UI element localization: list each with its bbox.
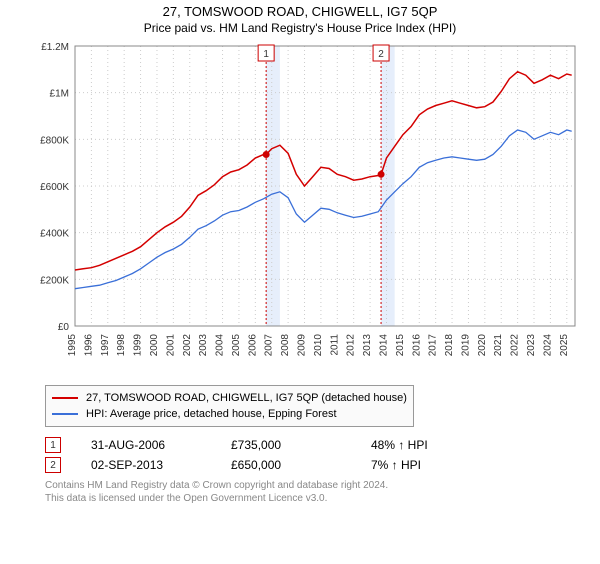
marker-change: 48% ↑ HPI (371, 438, 481, 452)
chart-subtitle: Price paid vs. HM Land Registry's House … (0, 21, 600, 35)
svg-text:2009: 2009 (297, 334, 308, 357)
marker-table: 1 31-AUG-2006 £735,000 48% ↑ HPI 2 02-SEP-201… (0, 437, 600, 473)
svg-text:2007: 2007 (264, 334, 275, 357)
svg-text:2006: 2006 (247, 334, 258, 357)
svg-text:2002: 2002 (182, 334, 193, 357)
legend-swatch (52, 413, 78, 415)
svg-text:£1M: £1M (50, 89, 69, 100)
marker-price: £650,000 (231, 458, 341, 472)
svg-text:2016: 2016 (411, 334, 422, 357)
svg-text:2023: 2023 (526, 334, 537, 357)
svg-text:2012: 2012 (346, 334, 357, 357)
svg-text:1999: 1999 (133, 334, 144, 357)
svg-text:2015: 2015 (395, 334, 406, 357)
svg-text:2019: 2019 (460, 334, 471, 357)
chart-container: 27, TOMSWOOD ROAD, CHIGWELL, IG7 5QP Pri… (0, 4, 600, 564)
legend-swatch (52, 397, 78, 399)
svg-text:2010: 2010 (313, 334, 324, 357)
svg-text:2001: 2001 (165, 334, 176, 357)
svg-text:£600K: £600K (40, 182, 69, 193)
marker-row: 1 31-AUG-2006 £735,000 48% ↑ HPI (0, 437, 600, 453)
svg-text:2020: 2020 (477, 334, 488, 357)
svg-text:£800K: £800K (40, 135, 69, 146)
legend-row: 27, TOMSWOOD ROAD, CHIGWELL, IG7 5QP (de… (52, 390, 407, 406)
chart-plot-area: £0 £200K £400K £600K £800K £1M £1.2M 1995 1996 19… (20, 41, 580, 381)
svg-text:2014: 2014 (378, 334, 389, 357)
svg-text:2008: 2008 (280, 334, 291, 357)
svg-text:1: 1 (263, 49, 269, 60)
marker-row: 2 02-SEP-2013 £650,000 7% ↑ HPI (0, 457, 600, 473)
chart-svg: £0 £200K £400K £600K £800K £1M £1.2M 1995 1996 19… (20, 41, 580, 381)
svg-text:2025: 2025 (559, 334, 570, 357)
attribution-line-1: Contains HM Land Registry data © Crown c… (45, 479, 600, 492)
legend-row: HPI: Average price, detached house, Eppi… (52, 406, 407, 422)
svg-text:2: 2 (378, 49, 384, 60)
chart-title: 27, TOMSWOOD ROAD, CHIGWELL, IG7 5QP (0, 4, 600, 19)
svg-text:2017: 2017 (428, 334, 439, 357)
marker-change: 7% ↑ HPI (371, 458, 481, 472)
legend-label: 27, TOMSWOOD ROAD, CHIGWELL, IG7 5QP (de… (86, 390, 407, 406)
svg-text:£400K: £400K (40, 229, 69, 240)
svg-text:£1.2M: £1.2M (41, 42, 69, 53)
svg-text:2000: 2000 (149, 334, 160, 357)
legend-box: 27, TOMSWOOD ROAD, CHIGWELL, IG7 5QP (de… (45, 385, 414, 427)
svg-text:2018: 2018 (444, 334, 455, 357)
marker-price: £735,000 (231, 438, 341, 452)
svg-text:2003: 2003 (198, 334, 209, 357)
svg-text:1995: 1995 (67, 334, 78, 357)
marker-id-box: 2 (45, 457, 61, 473)
legend-label: HPI: Average price, detached house, Eppi… (86, 406, 337, 422)
svg-text:2024: 2024 (542, 334, 553, 357)
svg-text:1997: 1997 (100, 334, 111, 357)
svg-text:2005: 2005 (231, 334, 242, 357)
attribution: Contains HM Land Registry data © Crown c… (45, 479, 600, 505)
svg-text:1998: 1998 (116, 334, 127, 357)
attribution-line-2: This data is licensed under the Open Gov… (45, 492, 600, 505)
svg-text:2021: 2021 (493, 334, 504, 357)
marker-id-box: 1 (45, 437, 61, 453)
svg-text:2011: 2011 (329, 334, 340, 356)
marker-date: 02-SEP-2013 (91, 458, 201, 472)
svg-text:£0: £0 (58, 322, 70, 333)
svg-text:2004: 2004 (215, 334, 226, 357)
svg-text:1996: 1996 (83, 334, 94, 357)
svg-text:£200K: £200K (40, 275, 69, 286)
marker-date: 31-AUG-2006 (91, 438, 201, 452)
svg-text:2013: 2013 (362, 334, 373, 357)
svg-text:2022: 2022 (510, 334, 521, 357)
